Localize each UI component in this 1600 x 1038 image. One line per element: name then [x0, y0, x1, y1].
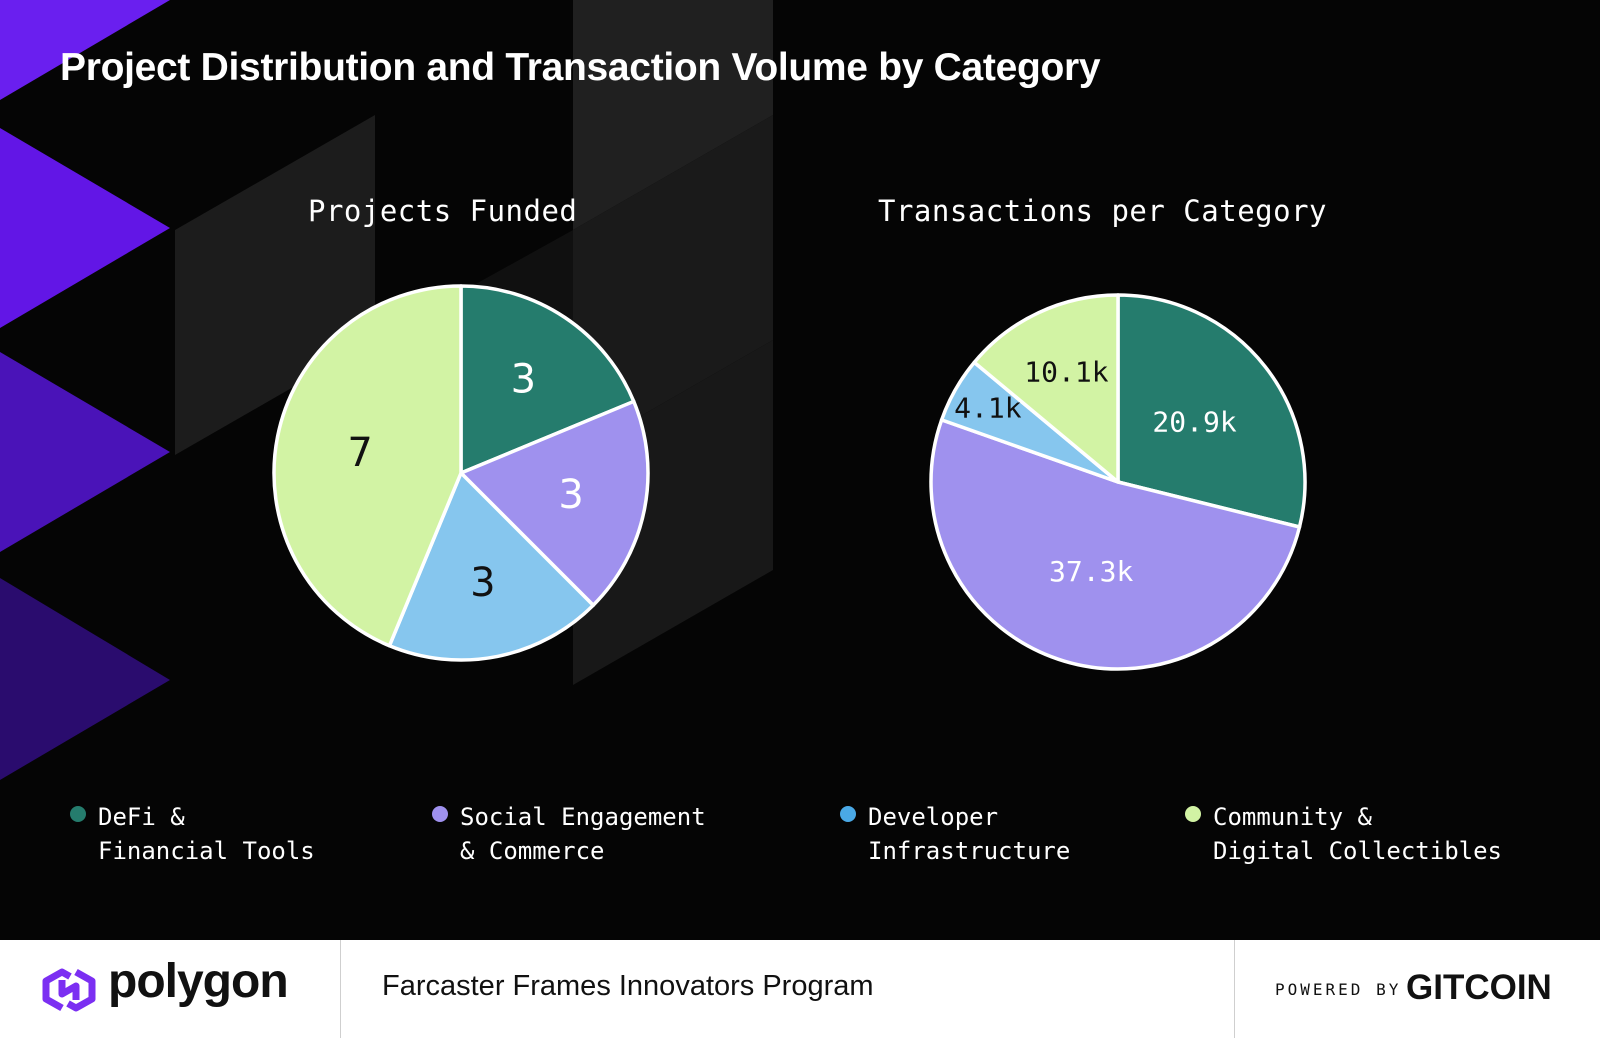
pie-label-projects-developer: 3: [470, 560, 495, 606]
pie-label-transactions-social: 37.3k: [1049, 555, 1133, 588]
bg-triangle-1: [0, 0, 170, 100]
legend-label-social-line1: Social Engagement: [460, 803, 706, 831]
legend-dot-social: [432, 806, 448, 822]
pie-label-projects-social: 3: [558, 472, 583, 518]
footer-divider-2: [1234, 940, 1235, 1038]
legend-label-defi-line1: DeFi &: [98, 803, 185, 831]
legend-label-community-line1: Community &: [1213, 803, 1372, 831]
chart-title-transactions: Transactions per Category: [878, 194, 1327, 228]
legend-item-developer: Developer Infrastructure: [840, 800, 1070, 868]
chart-title-projects: Projects Funded: [308, 194, 578, 228]
legend-label-community-line2: Digital Collectibles: [1213, 837, 1502, 865]
bg-panel-3: [573, 115, 773, 455]
powered-by-label: POWERED BY: [1275, 980, 1402, 999]
page-title: Project Distribution and Transaction Vol…: [60, 46, 1101, 89]
legend-dot-defi: [70, 806, 86, 822]
pie-slice-projects-community: [272, 284, 463, 648]
chart-canvas: Project Distribution and Transaction Vol…: [0, 0, 1502, 868]
bg-triangle-2: [0, 128, 170, 328]
pie-label-transactions-community: 10.1k: [1024, 355, 1108, 388]
footer-divider-1: [340, 940, 341, 1038]
pie-slice-projects-defi: [459, 284, 636, 475]
legend-label-developer-line2: Infrastructure: [868, 837, 1071, 865]
legend-item-social: Social Engagement & Commerce: [432, 800, 706, 868]
legend-label-social-line2: & Commerce: [460, 837, 605, 865]
bg-triangle-4: [0, 578, 170, 780]
pie-slice-transactions-social: [929, 418, 1302, 671]
bg-panel-1: [175, 115, 375, 455]
program-name: Farcaster Frames Innovators Program: [382, 970, 874, 1002]
gitcoin-wordmark: GITCOIN: [1406, 968, 1552, 1007]
legend-label-defi-line2: Financial Tools: [98, 837, 315, 865]
polygon-wordmark: polygon: [108, 955, 289, 1008]
pie-projects: 3 3 3 7: [272, 284, 650, 662]
pie-slice-projects-developer: [387, 471, 595, 662]
legend-item-community: Community & Digital Collectibles: [1185, 800, 1502, 868]
footer: polygon Farcaster Frames Innovators Prog…: [0, 940, 1600, 1038]
pie-slice-projects-social: [459, 399, 650, 607]
polygon-logo-icon: [42, 968, 96, 1012]
legend-dot-community: [1185, 806, 1201, 822]
pie-label-projects-community: 7: [347, 430, 372, 476]
pie-slice-transactions-community: [972, 293, 1120, 484]
legend-item-defi: DeFi & Financial Tools: [70, 800, 315, 868]
pie-label-transactions-defi: 20.9k: [1152, 406, 1236, 439]
legend-label-developer-line1: Developer: [868, 803, 999, 831]
pie-label-projects-defi: 3: [511, 357, 536, 403]
bg-triangle-3: [0, 352, 170, 552]
bg-panel-2: [573, 0, 773, 230]
legend-dot-developer: [840, 806, 856, 822]
pie-slice-transactions-defi: [1116, 293, 1307, 529]
pie-label-transactions-developer: 4.1k: [954, 392, 1022, 425]
